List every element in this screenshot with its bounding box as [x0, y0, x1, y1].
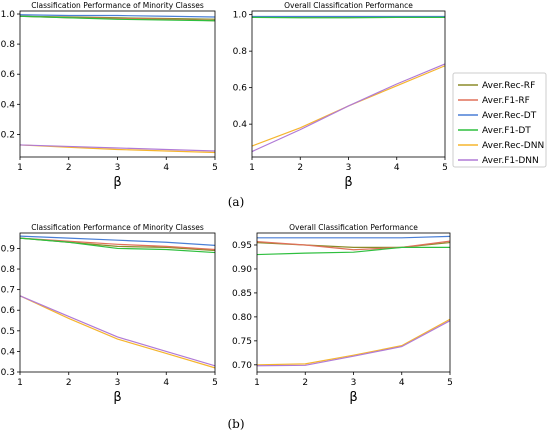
- y-tick-label: 0.2: [1, 130, 15, 140]
- y-tick-label: 0.85: [232, 289, 252, 299]
- legend-label: Aver.F1-RF: [482, 96, 530, 106]
- panel-title: Overall Classification Performance: [289, 223, 418, 232]
- legend-label: Aver.F1-DT: [482, 126, 531, 136]
- y-tick-label: 1.0: [1, 10, 16, 20]
- x-tick-label: 2: [66, 163, 72, 173]
- x-tick-label: 3: [115, 378, 121, 388]
- x-axis-label: β: [349, 390, 357, 405]
- chart-panel-1: Classification Performance of Minority C…: [1, 1, 218, 190]
- legend-items: Aver.Rec-RF Aver.F1-RF Aver.Rec-DT Aver.F1-…: [458, 81, 544, 166]
- y-tick-label: 0.4: [233, 120, 248, 130]
- series-line-aver-rec-dt: [257, 235, 451, 239]
- y-tick-label: 0.4: [1, 100, 16, 110]
- series-line-aver-f1-dt: [19, 237, 216, 254]
- y-tick-label: 0.80: [232, 313, 252, 323]
- legend-item: Aver.Rec-RF: [458, 81, 535, 91]
- chart-panel-2: Overall Classification Performance 1 2 3 4 5 0…: [233, 1, 448, 190]
- x-tick-label: 5: [212, 378, 218, 388]
- x-tick-label: 2: [66, 378, 72, 388]
- series-line-aver-f1-dnn: [251, 63, 446, 153]
- series-line-aver-rec-dt: [19, 235, 216, 246]
- x-tick-label: 5: [442, 163, 448, 173]
- x-tick-label: 3: [351, 378, 357, 388]
- chart-panels: Classification Performance of Minority C…: [1, 1, 453, 405]
- y-tick-label: 0.6: [1, 70, 16, 80]
- y-tick-label: 0.75: [232, 337, 252, 347]
- y-tick-label: 0.6: [233, 84, 248, 94]
- y-tick-label: 0.5: [1, 327, 15, 337]
- x-tick-label: 3: [115, 163, 121, 173]
- y-tick-label: 0.7: [1, 286, 15, 296]
- x-tick-label: 4: [163, 163, 169, 173]
- x-tick-label: 5: [212, 163, 218, 173]
- series-line-aver-f1-dt: [256, 246, 450, 256]
- y-tick-label: 0.6: [1, 306, 16, 316]
- y-tick-label: 0.8: [1, 40, 16, 50]
- legend-label: Aver.Rec-RF: [482, 81, 535, 91]
- legend-item: Aver.Rec-DT: [458, 111, 537, 121]
- y-tick-label: 0.4: [1, 347, 16, 357]
- panel-title: Overall Classification Performance: [284, 1, 413, 10]
- y-tick-label: 0.95: [232, 241, 252, 251]
- x-tick-label: 4: [163, 378, 169, 388]
- legend-label: Aver.Rec-DT: [482, 111, 537, 121]
- legend-frame: [452, 72, 547, 168]
- y-tick-label: 0.8: [233, 47, 248, 57]
- x-tick-label: 2: [302, 378, 308, 388]
- plot-frame: [19, 10, 216, 158]
- series-line-aver-f1-rf: [19, 237, 216, 251]
- x-tick-label: 1: [249, 163, 255, 173]
- y-tick-label: 0.90: [232, 265, 252, 275]
- chart-panel-4: Overall Classification Performance 1 2 3 4 5 0…: [232, 223, 453, 405]
- series-line-aver-f1-dnn: [19, 144, 216, 152]
- caption-a: (a): [228, 195, 245, 209]
- series-line-aver-f1-dnn: [19, 295, 216, 367]
- series-line-aver-rec-dt: [19, 14, 216, 18]
- y-tick-label: 0.8: [1, 265, 16, 275]
- plot-frame: [19, 232, 216, 373]
- y-tick-label: 0.3: [1, 368, 15, 378]
- x-tick-label: 1: [17, 378, 23, 388]
- series-line-aver-f1-dnn: [256, 320, 451, 367]
- y-tick-label: 0.9: [1, 244, 16, 254]
- x-axis-label: β: [113, 390, 121, 405]
- panel-title: Classification Performance of Minority C…: [31, 223, 204, 232]
- legend-item: Aver.F1-DT: [458, 126, 531, 136]
- series-line-aver-f1-dt: [19, 15, 216, 22]
- y-tick-label: 0.70: [232, 361, 252, 371]
- x-tick-label: 4: [399, 378, 405, 388]
- x-tick-label: 3: [346, 163, 352, 173]
- y-tick-label: 1.0: [233, 11, 248, 21]
- caption-b: (b): [227, 417, 244, 431]
- legend-item: Aver.F1-RF: [458, 96, 530, 106]
- series-line-aver-rec-dnn: [19, 295, 216, 369]
- x-tick-label: 2: [297, 163, 303, 173]
- legend-label: Aver.Rec-DNN: [482, 141, 544, 151]
- series-line-aver-f1-rf: [256, 240, 451, 251]
- legend-label: Aver.F1-DNN: [482, 156, 539, 166]
- panel-title: Classification Performance of Minority C…: [31, 1, 204, 10]
- x-axis-label: β: [113, 175, 121, 190]
- series-line-aver-rec-dnn: [256, 318, 451, 366]
- x-tick-label: 1: [17, 163, 23, 173]
- chart-panel-3: Classification Performance of Minority C…: [1, 223, 218, 405]
- x-tick-label: 5: [447, 378, 453, 388]
- x-tick-label: 4: [394, 163, 400, 173]
- legend-item: Aver.F1-DNN: [458, 156, 539, 166]
- x-tick-label: 1: [254, 378, 260, 388]
- legend: Aver.Rec-RF Aver.F1-RF Aver.Rec-DT Aver.F1-…: [452, 72, 547, 168]
- x-axis-label: β: [344, 175, 352, 190]
- legend-item: Aver.Rec-DNN: [458, 141, 544, 151]
